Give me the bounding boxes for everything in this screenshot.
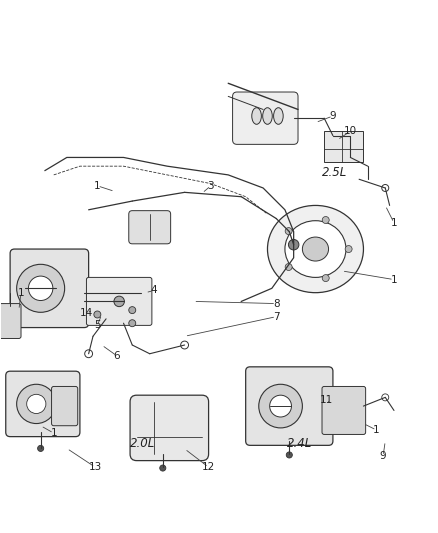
Text: 2.5L: 2.5L [321, 166, 346, 179]
Text: 11: 11 [319, 394, 332, 405]
Text: 8: 8 [272, 298, 279, 309]
Text: 1: 1 [372, 425, 379, 435]
Ellipse shape [273, 108, 283, 124]
Text: 9: 9 [379, 451, 385, 461]
Circle shape [344, 246, 351, 253]
FancyBboxPatch shape [232, 92, 297, 144]
Circle shape [114, 296, 124, 306]
FancyBboxPatch shape [128, 211, 170, 244]
Text: 1: 1 [94, 181, 100, 191]
FancyBboxPatch shape [6, 371, 80, 437]
Text: 1: 1 [390, 274, 396, 285]
FancyBboxPatch shape [51, 386, 78, 426]
Circle shape [38, 446, 44, 451]
Circle shape [17, 384, 56, 424]
Text: 1: 1 [50, 428, 57, 438]
Ellipse shape [302, 237, 328, 261]
Circle shape [28, 276, 53, 301]
FancyBboxPatch shape [86, 277, 152, 325]
Text: 2.0L: 2.0L [130, 437, 155, 450]
FancyBboxPatch shape [245, 367, 332, 446]
Circle shape [321, 216, 328, 223]
Circle shape [285, 263, 291, 270]
Ellipse shape [284, 221, 345, 277]
Circle shape [128, 306, 135, 313]
Ellipse shape [262, 108, 272, 124]
Text: 1: 1 [18, 288, 24, 297]
Text: 2.4L: 2.4L [286, 437, 312, 450]
Circle shape [159, 465, 166, 471]
FancyBboxPatch shape [10, 249, 88, 328]
Circle shape [285, 228, 291, 235]
Text: 1: 1 [390, 218, 396, 228]
Text: 10: 10 [343, 126, 356, 136]
Circle shape [381, 394, 388, 401]
Text: 5: 5 [94, 320, 100, 330]
FancyBboxPatch shape [0, 304, 21, 338]
Text: 3: 3 [207, 181, 214, 191]
FancyBboxPatch shape [321, 386, 365, 434]
Text: 6: 6 [113, 351, 120, 361]
Ellipse shape [251, 108, 261, 124]
Text: 4: 4 [150, 286, 157, 295]
Text: 12: 12 [201, 462, 215, 472]
Circle shape [180, 341, 188, 349]
Circle shape [17, 264, 64, 312]
Circle shape [27, 394, 46, 414]
Circle shape [286, 452, 292, 458]
Circle shape [321, 274, 328, 281]
Circle shape [288, 239, 298, 250]
Text: 9: 9 [329, 111, 336, 121]
Circle shape [128, 320, 135, 327]
Text: 7: 7 [272, 312, 279, 322]
Circle shape [381, 184, 388, 191]
Text: 13: 13 [88, 462, 102, 472]
Bar [323, 131, 363, 162]
Circle shape [85, 350, 92, 358]
Ellipse shape [267, 205, 363, 293]
Circle shape [258, 384, 302, 428]
Circle shape [94, 311, 101, 318]
Circle shape [269, 395, 291, 417]
Text: 14: 14 [80, 308, 93, 318]
FancyBboxPatch shape [130, 395, 208, 461]
